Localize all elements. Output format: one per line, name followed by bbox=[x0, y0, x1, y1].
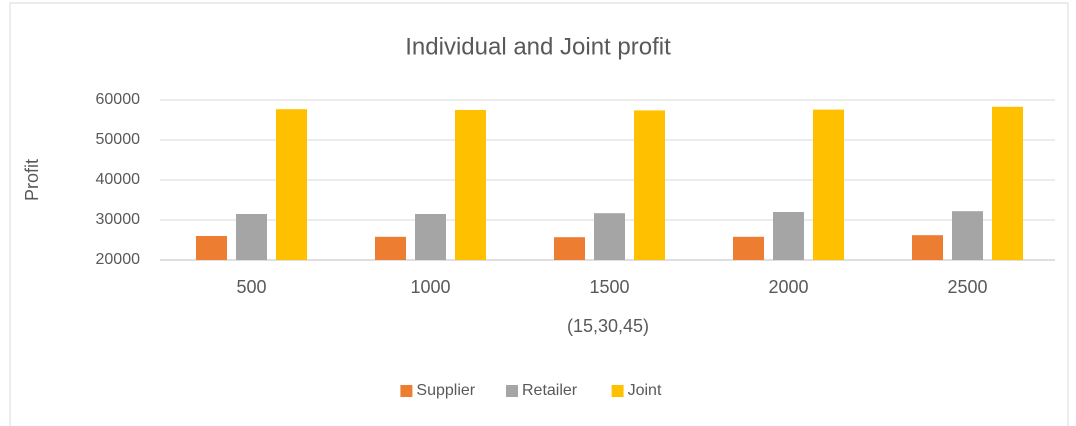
x-tick-label: 1500 bbox=[589, 277, 629, 297]
bar bbox=[912, 235, 943, 260]
legend-label: Retailer bbox=[522, 382, 578, 399]
legend-swatch bbox=[611, 385, 624, 397]
legend-label: Supplier bbox=[416, 382, 475, 399]
bar bbox=[594, 213, 625, 260]
y-tick-label: 60000 bbox=[96, 91, 141, 108]
bar bbox=[992, 106, 1023, 260]
bar bbox=[733, 236, 764, 260]
bar bbox=[634, 110, 665, 261]
x-tick-label: 2000 bbox=[768, 277, 808, 297]
x-tick-label: 2500 bbox=[947, 277, 987, 297]
y-tick-label: 20000 bbox=[96, 251, 141, 268]
bar bbox=[236, 214, 267, 260]
bar bbox=[196, 236, 227, 260]
legend-label: Joint bbox=[628, 382, 662, 399]
y-tick-label: 40000 bbox=[96, 171, 141, 188]
bar bbox=[813, 109, 844, 260]
legend-swatch bbox=[506, 385, 518, 397]
chart-title: Individual and Joint profit bbox=[405, 33, 671, 60]
bar bbox=[554, 237, 585, 260]
bar bbox=[455, 110, 486, 260]
y-tick-label: 50000 bbox=[96, 131, 141, 148]
bar bbox=[375, 236, 406, 260]
x-axis-title: (15,30,45) bbox=[567, 316, 649, 336]
bar bbox=[773, 212, 804, 260]
bar bbox=[276, 109, 307, 260]
bar bbox=[415, 214, 446, 260]
x-tick-label: 1000 bbox=[410, 277, 450, 297]
y-axis-title: Profit bbox=[22, 159, 42, 201]
legend-swatch bbox=[400, 385, 413, 397]
x-tick-label: 500 bbox=[236, 277, 266, 297]
bar bbox=[952, 211, 983, 260]
y-tick-label: 30000 bbox=[96, 211, 141, 228]
